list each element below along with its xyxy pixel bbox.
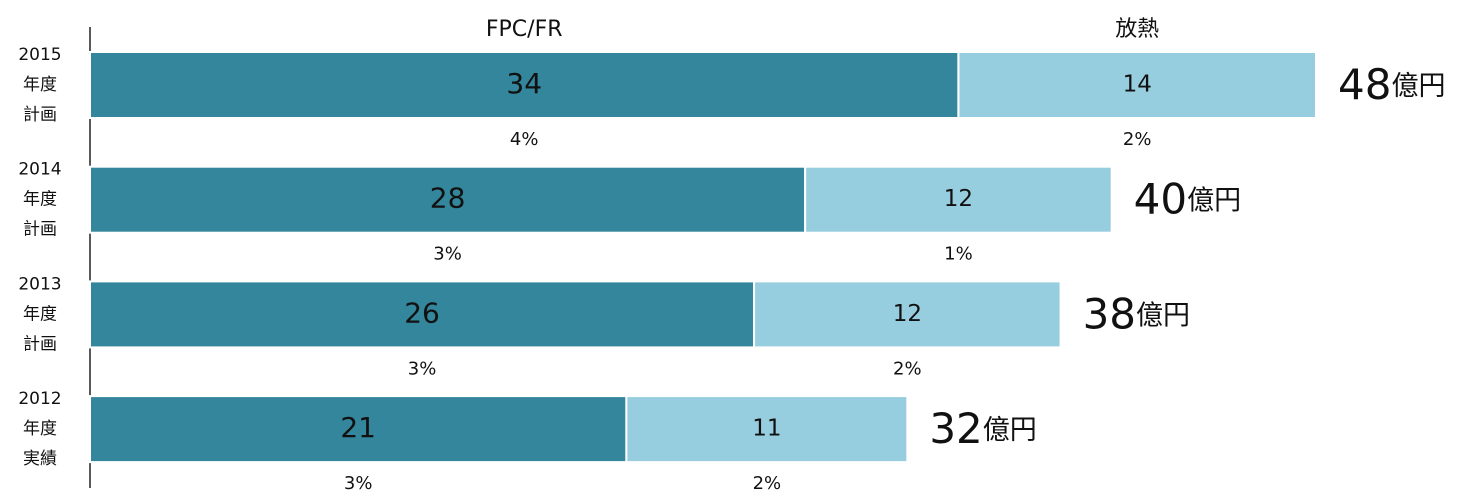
share-label: 4% xyxy=(510,129,539,150)
category-label: 2012 xyxy=(18,389,61,409)
value-label: 12 xyxy=(893,301,922,327)
series-name: 放熱 xyxy=(1115,17,1159,42)
total-value: 32 xyxy=(929,404,982,453)
category-label: 年度 xyxy=(23,304,57,324)
category-label: 2015 xyxy=(18,45,61,65)
bar-segment xyxy=(957,51,1318,119)
share-label: 2% xyxy=(753,473,782,492)
total-unit: 億円 xyxy=(1391,71,1445,102)
category-label: 年度 xyxy=(23,75,57,95)
total-unit: 億円 xyxy=(1136,300,1190,331)
category-label: 2014 xyxy=(18,160,61,180)
total-label: 38億円 xyxy=(1083,289,1190,338)
share-label: 1% xyxy=(944,244,973,265)
share-label: 2% xyxy=(893,358,922,379)
value-label: 26 xyxy=(404,296,440,329)
share-label: 3% xyxy=(433,244,462,265)
category-label: 年度 xyxy=(23,190,57,210)
category-label: 2013 xyxy=(18,274,61,294)
bar-segment xyxy=(625,395,909,464)
total-value: 40 xyxy=(1134,174,1187,223)
total-unit: 億円 xyxy=(1187,185,1241,216)
total-label: 40億円 xyxy=(1134,174,1241,223)
share-label: 3% xyxy=(408,358,437,379)
category-label: 計画 xyxy=(23,220,57,240)
category-label: 年度 xyxy=(23,419,57,439)
value-label: 34 xyxy=(506,67,542,100)
series-name: FPC/FR xyxy=(486,17,563,42)
total-value: 38 xyxy=(1083,289,1136,338)
value-label: 11 xyxy=(752,416,781,442)
value-label: 21 xyxy=(340,411,376,444)
category-label: 計画 xyxy=(23,334,57,354)
bar-segment xyxy=(804,165,1113,234)
category-label: 計画 xyxy=(23,105,57,125)
total-label: 48億円 xyxy=(1338,60,1445,109)
total-unit: 億円 xyxy=(983,415,1037,446)
total-value: 48 xyxy=(1338,60,1391,109)
category-label: 実績 xyxy=(23,449,57,469)
bar-segment xyxy=(89,165,807,234)
total-label: 32億円 xyxy=(929,404,1036,453)
value-label: 28 xyxy=(430,182,466,215)
share-label: 3% xyxy=(344,473,373,492)
value-label: 14 xyxy=(1123,72,1152,98)
bar-segment xyxy=(753,280,1062,349)
value-label: 12 xyxy=(944,186,973,212)
share-label: 2% xyxy=(1123,129,1152,150)
